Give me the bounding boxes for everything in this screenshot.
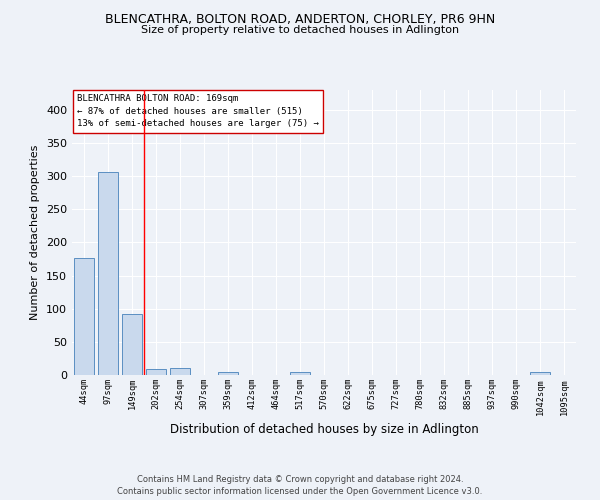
Bar <box>290 372 310 375</box>
Text: Contains HM Land Registry data © Crown copyright and database right 2024.: Contains HM Land Registry data © Crown c… <box>137 475 463 484</box>
Text: Contains public sector information licensed under the Open Government Licence v3: Contains public sector information licen… <box>118 487 482 496</box>
Bar <box>170 368 190 375</box>
Bar <box>98 172 118 375</box>
Y-axis label: Number of detached properties: Number of detached properties <box>31 145 40 320</box>
Bar <box>218 372 238 375</box>
X-axis label: Distribution of detached houses by size in Adlington: Distribution of detached houses by size … <box>170 423 478 436</box>
Text: Size of property relative to detached houses in Adlington: Size of property relative to detached ho… <box>141 25 459 35</box>
Bar <box>122 314 142 375</box>
Bar <box>74 258 94 375</box>
Text: BLENCATHRA, BOLTON ROAD, ANDERTON, CHORLEY, PR6 9HN: BLENCATHRA, BOLTON ROAD, ANDERTON, CHORL… <box>105 12 495 26</box>
Bar <box>146 369 166 375</box>
Text: BLENCATHRA BOLTON ROAD: 169sqm
← 87% of detached houses are smaller (515)
13% of: BLENCATHRA BOLTON ROAD: 169sqm ← 87% of … <box>77 94 319 128</box>
Bar <box>530 372 550 375</box>
